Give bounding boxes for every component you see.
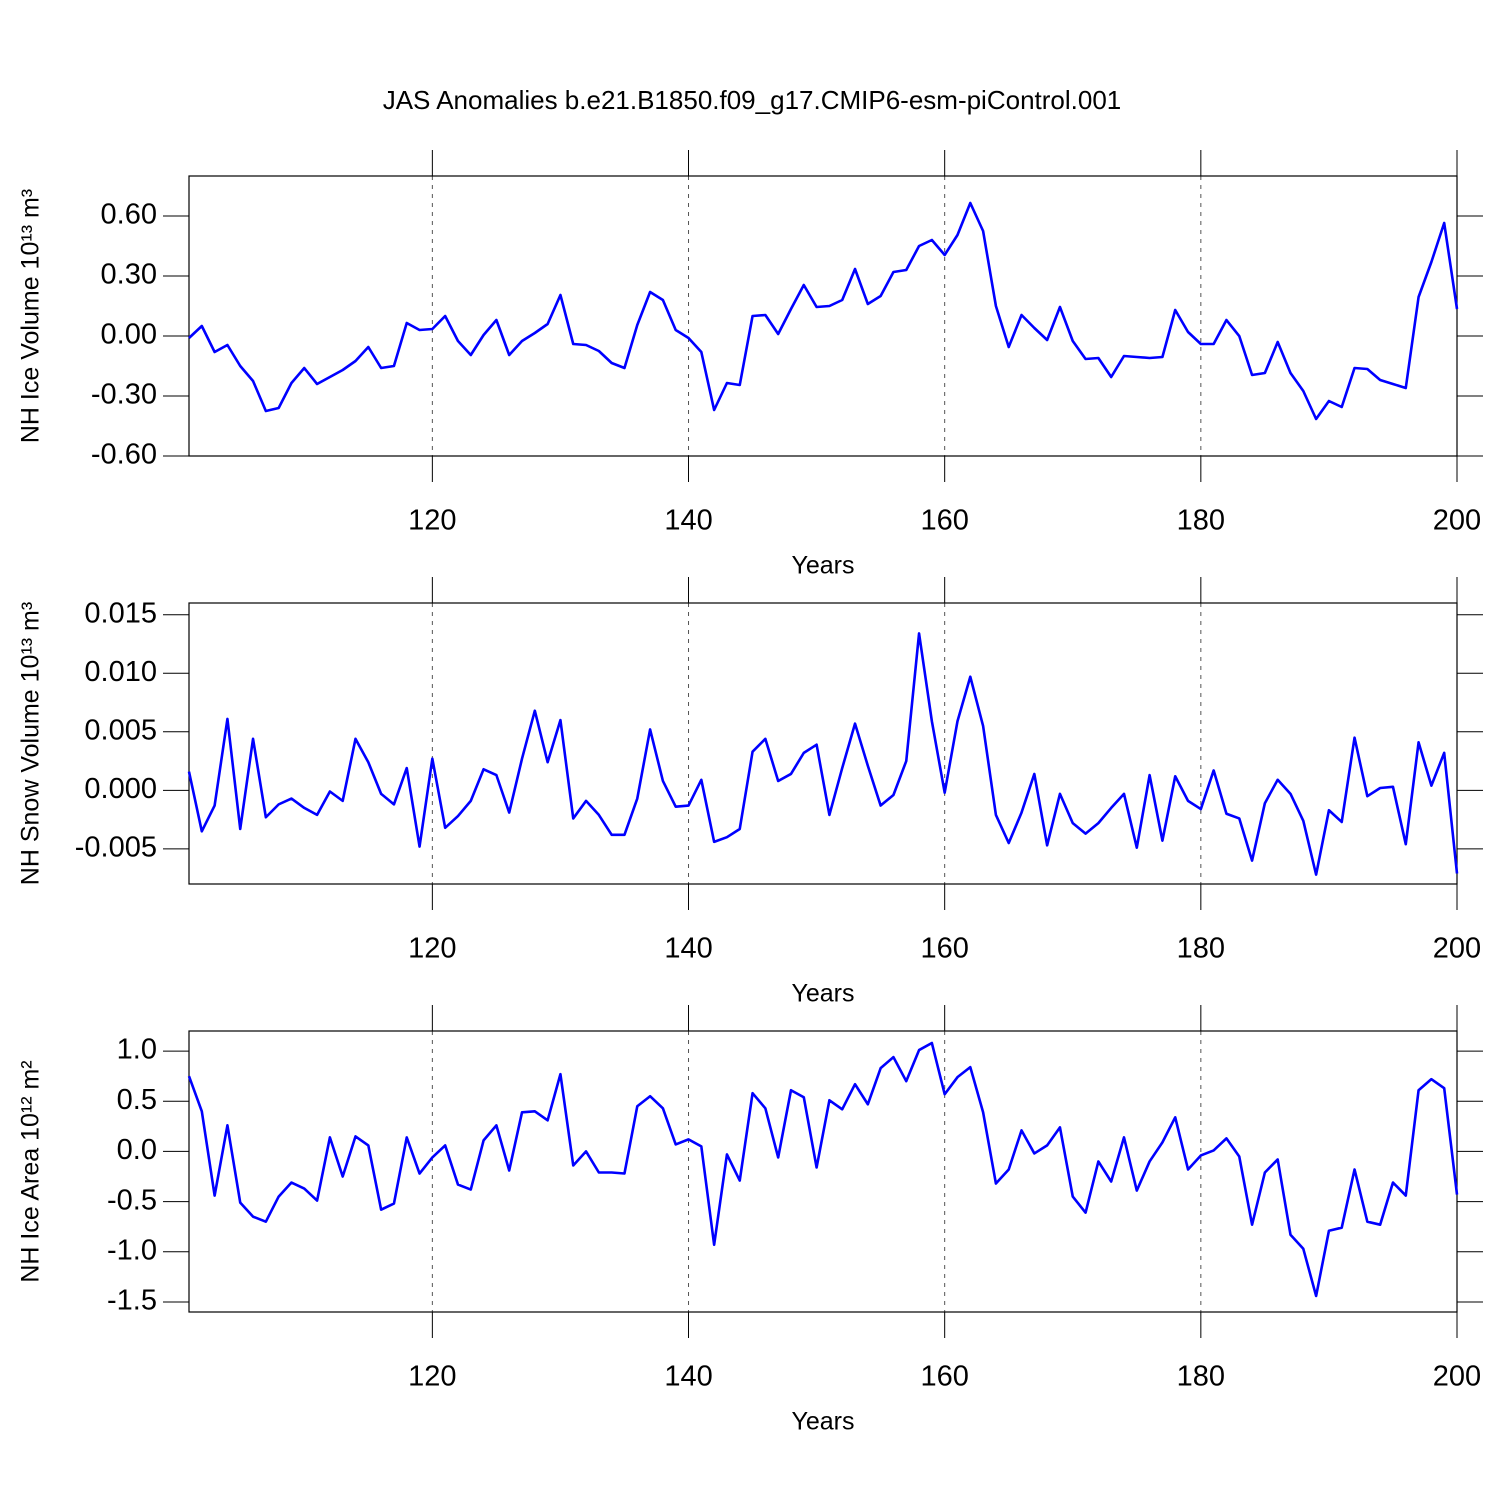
- x-tick-label: 140: [664, 1361, 712, 1393]
- y-tick-label: 0.010: [84, 656, 157, 688]
- x-tick-label: 160: [920, 505, 968, 537]
- y-tick-label: -1.0: [107, 1234, 157, 1266]
- x-axis-label: Years: [791, 552, 854, 580]
- x-tick-label: 180: [1177, 1361, 1225, 1393]
- x-tick-label: 160: [920, 933, 968, 965]
- y-axis-label: NH Ice Area 10¹² m²: [17, 1060, 45, 1282]
- y-tick-label: -1.5: [107, 1285, 157, 1317]
- y-tick-label: 1.0: [117, 1034, 157, 1066]
- x-tick-label: 140: [664, 933, 712, 965]
- y-tick-label: 0.015: [84, 597, 157, 629]
- y-tick-label: 0.0: [117, 1134, 157, 1166]
- x-axis-label: Years: [791, 1408, 854, 1436]
- plot-frame: [188, 1030, 1458, 1313]
- x-tick-label: 200: [1433, 505, 1481, 537]
- y-tick-label: -0.005: [75, 832, 157, 864]
- y-tick-label: -0.60: [91, 439, 157, 471]
- data-line: [188, 201, 1459, 421]
- x-tick-label: 120: [408, 1361, 456, 1393]
- data-line: [187, 1041, 1459, 1298]
- plot-frame: [188, 175, 1458, 457]
- y-axis-label: NH Ice Volume 10¹³ m³: [17, 189, 45, 443]
- x-tick-label: 200: [1433, 1361, 1481, 1393]
- data-line: [187, 632, 1459, 876]
- x-tick-label: 160: [920, 1361, 968, 1393]
- y-tick-label: 0.30: [101, 259, 157, 291]
- y-tick-label: 0.00: [101, 319, 157, 351]
- x-tick-label: 180: [1177, 933, 1225, 965]
- x-tick-label: 140: [664, 505, 712, 537]
- x-tick-label: 200: [1433, 933, 1481, 965]
- y-tick-label: -0.30: [91, 379, 157, 411]
- y-tick-label: 0.005: [84, 714, 157, 746]
- plot-frame: [188, 602, 1458, 885]
- x-tick-label: 180: [1177, 505, 1225, 537]
- x-tick-label: 120: [408, 505, 456, 537]
- y-tick-label: 0.60: [101, 199, 157, 231]
- x-axis-label: Years: [791, 980, 854, 1008]
- y-tick-label: 0.5: [117, 1084, 157, 1116]
- x-tick-label: 120: [408, 933, 456, 965]
- chart-title: JAS Anomalies b.e21.B1850.f09_g17.CMIP6-…: [383, 85, 1122, 115]
- y-axis-label: NH Snow Volume 10¹³ m³: [17, 602, 45, 885]
- y-tick-label: -0.5: [107, 1184, 157, 1216]
- y-tick-label: 0.000: [84, 773, 157, 805]
